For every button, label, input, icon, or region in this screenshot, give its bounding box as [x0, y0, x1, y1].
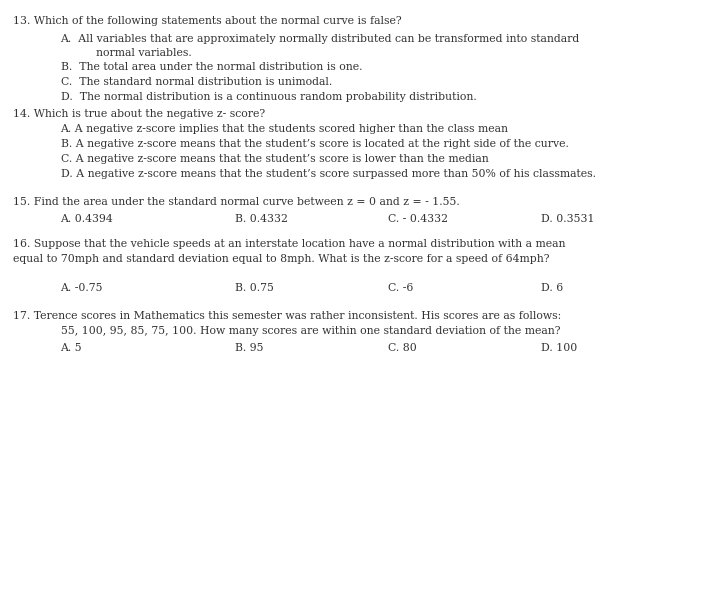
Text: C.  The standard normal distribution is unimodal.: C. The standard normal distribution is u…: [61, 77, 332, 87]
Text: D. 6: D. 6: [541, 283, 563, 293]
Text: A. -0.75: A. -0.75: [61, 283, 103, 293]
Text: B.  The total area under the normal distribution is one.: B. The total area under the normal distr…: [61, 62, 362, 72]
Text: B. A negative z-score means that the student’s score is located at the right sid: B. A negative z-score means that the stu…: [61, 139, 568, 149]
Text: A. A negative z-score implies that the students scored higher than the class mea: A. A negative z-score implies that the s…: [61, 124, 508, 134]
Text: D.  The normal distribution is a continuous random probability distribution.: D. The normal distribution is a continuo…: [61, 92, 476, 101]
Text: A. 5: A. 5: [61, 343, 82, 353]
Text: 15. Find the area under the standard normal curve between z = 0 and z = - 1.55.: 15. Find the area under the standard nor…: [13, 197, 459, 207]
Text: C. - 0.4332: C. - 0.4332: [388, 214, 448, 224]
Text: 16. Suppose that the vehicle speeds at an interstate location have a normal dist: 16. Suppose that the vehicle speeds at a…: [13, 239, 565, 249]
Text: B. 0.75: B. 0.75: [235, 283, 274, 293]
Text: D. 100: D. 100: [541, 343, 577, 353]
Text: D. 0.3531: D. 0.3531: [541, 214, 595, 224]
Text: A.  All variables that are approximately normally distributed can be transformed: A. All variables that are approximately …: [61, 34, 580, 43]
Text: 14. Which is true about the negative z- score?: 14. Which is true about the negative z- …: [13, 109, 265, 118]
Text: B. 95: B. 95: [235, 343, 263, 353]
Text: normal variables.: normal variables.: [96, 48, 192, 57]
Text: equal to 70mph and standard deviation equal to 8mph. What is the z-score for a s: equal to 70mph and standard deviation eq…: [13, 254, 550, 264]
Text: 17. Terence scores in Mathematics this semester was rather inconsistent. His sco: 17. Terence scores in Mathematics this s…: [13, 311, 561, 321]
Text: D. A negative z-score means that the student’s score surpassed more than 50% of : D. A negative z-score means that the stu…: [61, 169, 595, 179]
Text: C. A negative z-score means that the student’s score is lower than the median: C. A negative z-score means that the stu…: [61, 154, 488, 163]
Text: B. 0.4332: B. 0.4332: [235, 214, 288, 224]
Text: A. 0.4394: A. 0.4394: [61, 214, 113, 224]
Text: C. -6: C. -6: [388, 283, 414, 293]
Text: 55, 100, 95, 85, 75, 100. How many scores are within one standard deviation of t: 55, 100, 95, 85, 75, 100. How many score…: [61, 326, 560, 336]
Text: C. 80: C. 80: [388, 343, 417, 353]
Text: 13. Which of the following statements about the normal curve is false?: 13. Which of the following statements ab…: [13, 16, 402, 26]
